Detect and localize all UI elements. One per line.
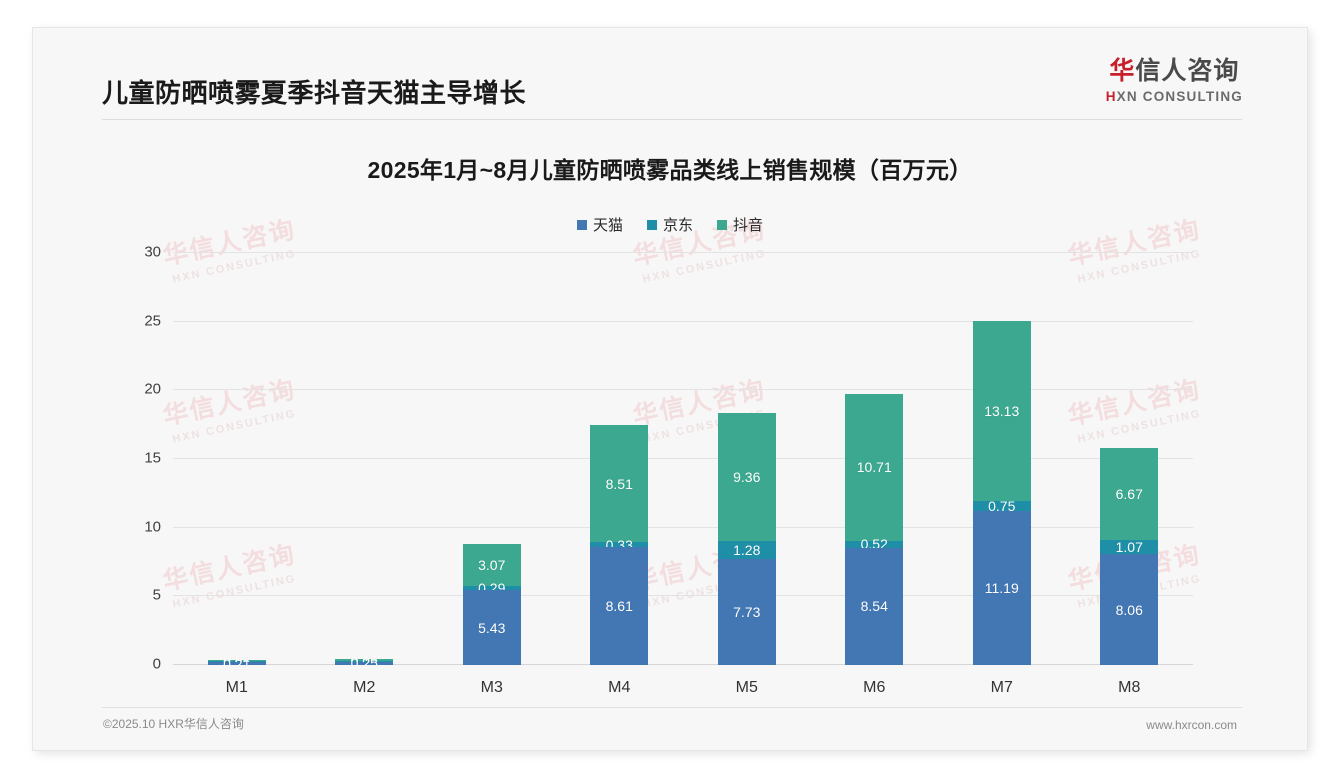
- legend-label: 抖音: [733, 217, 764, 234]
- y-axis-tick-label: 5: [152, 586, 161, 604]
- bar-value-label: 5.43: [478, 619, 506, 636]
- bar-value-label: 13.13: [984, 402, 1020, 419]
- bar-value-label: 11.19: [984, 580, 1019, 597]
- y-axis-tick-label: 30: [144, 243, 161, 261]
- bar-column-M5[interactable]: 9.36 1.28 7.73 M5: [717, 412, 776, 696]
- y-axis-tick-label: 20: [144, 380, 161, 398]
- plot-region: 0510152025300.120.060.21M10.160.050.25M2…: [144, 244, 1193, 696]
- bar-segment-抖音[interactable]: 13.13: [972, 320, 1031, 502]
- bar-segment-京东[interactable]: 1.07: [1100, 538, 1159, 555]
- brand-logo: 华信人咨询 HXN CONSULTING: [1106, 57, 1243, 104]
- bar-column-M8[interactable]: 6.67 1.07 8.06 M8: [1100, 448, 1159, 696]
- footer-divider: [102, 707, 1242, 708]
- bar-value-label: 3.07: [478, 557, 506, 574]
- y-axis-tick-label: 15: [144, 449, 161, 467]
- page-title: 儿童防晒喷雾夏季抖音天猫主导增长: [102, 78, 527, 108]
- footer-copyright: ©2025.10 HXR华信人咨询: [103, 717, 244, 731]
- bar-segment-抖音[interactable]: 8.51: [590, 425, 649, 543]
- legend-label: 天猫: [592, 217, 623, 234]
- gridline: 30: [144, 244, 1193, 261]
- header-divider: [102, 119, 1242, 120]
- legend-swatch-icon: [576, 219, 587, 230]
- chart-legend: 天猫 京东 抖音: [33, 214, 1307, 235]
- bar-value-label: 1.28: [733, 542, 761, 559]
- x-axis-tick-label: M5: [735, 679, 758, 696]
- bar-value-label: 6.67: [1115, 485, 1143, 502]
- bar-segment-天猫[interactable]: 0.21: [207, 657, 266, 671]
- bar-value-label: 0.25: [350, 655, 378, 672]
- bar-segment-天猫[interactable]: 8.61: [590, 546, 649, 665]
- bar-column-M6[interactable]: 10.71 0.52 8.54 M6: [845, 393, 904, 696]
- logo-chinese: 华信人咨询: [1106, 57, 1243, 86]
- chart-area: 0510152025300.120.060.21M10.160.050.25M2…: [33, 28, 1307, 750]
- bar-segment-天猫[interactable]: 0.25: [335, 656, 394, 670]
- bar-value-label: 7.73: [733, 603, 761, 620]
- gridline: 20: [144, 381, 1193, 398]
- logo-chinese-dark: 信人咨询: [1135, 57, 1240, 85]
- x-axis-tick-label: M3: [480, 679, 503, 696]
- slide-canvas: 华信人咨询 HXN CONSULTING 华信人咨询 HXN CONSULTIN…: [33, 28, 1307, 750]
- bar-segment-抖音[interactable]: 6.67: [1100, 448, 1159, 540]
- bar-value-label: 0.21: [223, 655, 251, 672]
- legend-item-抖音[interactable]: 抖音: [717, 214, 763, 235]
- legend-swatch-icon: [717, 219, 727, 230]
- bar-segment-天猫[interactable]: 7.73: [717, 558, 776, 665]
- bar-column-M7[interactable]: 13.13 0.75 11.19 M7: [972, 320, 1031, 696]
- gridline: 25: [144, 312, 1193, 329]
- slide-header: 儿童防晒喷雾夏季抖音天猫主导增长 华信人咨询 HXN CONSULTING: [33, 28, 1307, 120]
- logo-chinese-red: 华: [1109, 57, 1136, 85]
- x-axis-tick-label: M7: [990, 679, 1013, 696]
- bar-segment-京东[interactable]: 1.28: [717, 541, 776, 559]
- bar-segment-京东[interactable]: 0.75: [972, 498, 1031, 515]
- bar-segment-抖音[interactable]: 10.71: [845, 393, 904, 541]
- bar-segment-抖音[interactable]: 9.36: [717, 412, 776, 542]
- bar-segment-天猫[interactable]: 8.54: [845, 547, 904, 665]
- bar-value-label: 10.71: [856, 459, 892, 476]
- logo-english-red: H: [1105, 88, 1117, 104]
- bar-segment-天猫[interactable]: 11.19: [972, 511, 1031, 665]
- bar-column-M3[interactable]: 3.07 0.29 5.43 M3: [462, 544, 521, 696]
- bar-column-M4[interactable]: 8.51 0.33 8.61 M4: [590, 425, 649, 696]
- bar-value-label: 8.54: [860, 598, 888, 615]
- x-axis-tick-label: M8: [1118, 679, 1141, 696]
- bar-value-label: 0.06: [223, 655, 250, 669]
- bar-value-label: 0.52: [860, 536, 888, 553]
- footer-website: www.hxrcon.com: [1146, 718, 1237, 732]
- y-axis-tick-label: 25: [144, 312, 161, 330]
- x-axis-tick-label: M4: [608, 679, 631, 696]
- legend-item-天猫[interactable]: 天猫: [576, 214, 623, 235]
- gridline: 5: [153, 587, 1193, 604]
- gridline: 15: [144, 450, 1193, 467]
- bar-value-label: 0.75: [988, 498, 1016, 515]
- gridline: 10: [144, 518, 1193, 535]
- chart-title: 2025年1月~8月儿童防晒喷雾品类线上销售规模（百万元）: [367, 157, 973, 183]
- gridline: 0: [153, 656, 1193, 673]
- bar-value-label: 1.07: [1115, 538, 1143, 555]
- legend-item-京东[interactable]: 京东: [646, 214, 693, 235]
- y-axis-tick-label: 0: [152, 655, 161, 673]
- bar-segment-天猫[interactable]: 8.06: [1100, 554, 1159, 665]
- logo-english: HXN CONSULTING: [1106, 89, 1243, 104]
- legend-swatch-icon: [646, 219, 657, 230]
- logo-english-rest: XN CONSULTING: [1116, 88, 1243, 104]
- legend-label: 京东: [662, 217, 693, 234]
- bar-segment-天猫[interactable]: 5.43: [462, 590, 521, 665]
- x-axis-tick-label: M2: [353, 679, 376, 696]
- bar-value-label: 8.51: [605, 475, 633, 492]
- bar-value-label: 8.06: [1115, 601, 1143, 618]
- bar-value-label: 9.36: [733, 469, 761, 485]
- bar-value-label: 8.61: [605, 597, 633, 614]
- x-axis-tick-label: M6: [863, 679, 886, 696]
- y-axis-tick-label: 10: [144, 518, 161, 536]
- bar-segment-京东[interactable]: 0.52: [845, 537, 904, 551]
- bar-segment-抖音[interactable]: 3.07: [462, 544, 521, 587]
- x-axis-tick-label: M1: [225, 679, 248, 696]
- bar-segment-京东[interactable]: 0.06: [207, 655, 266, 669]
